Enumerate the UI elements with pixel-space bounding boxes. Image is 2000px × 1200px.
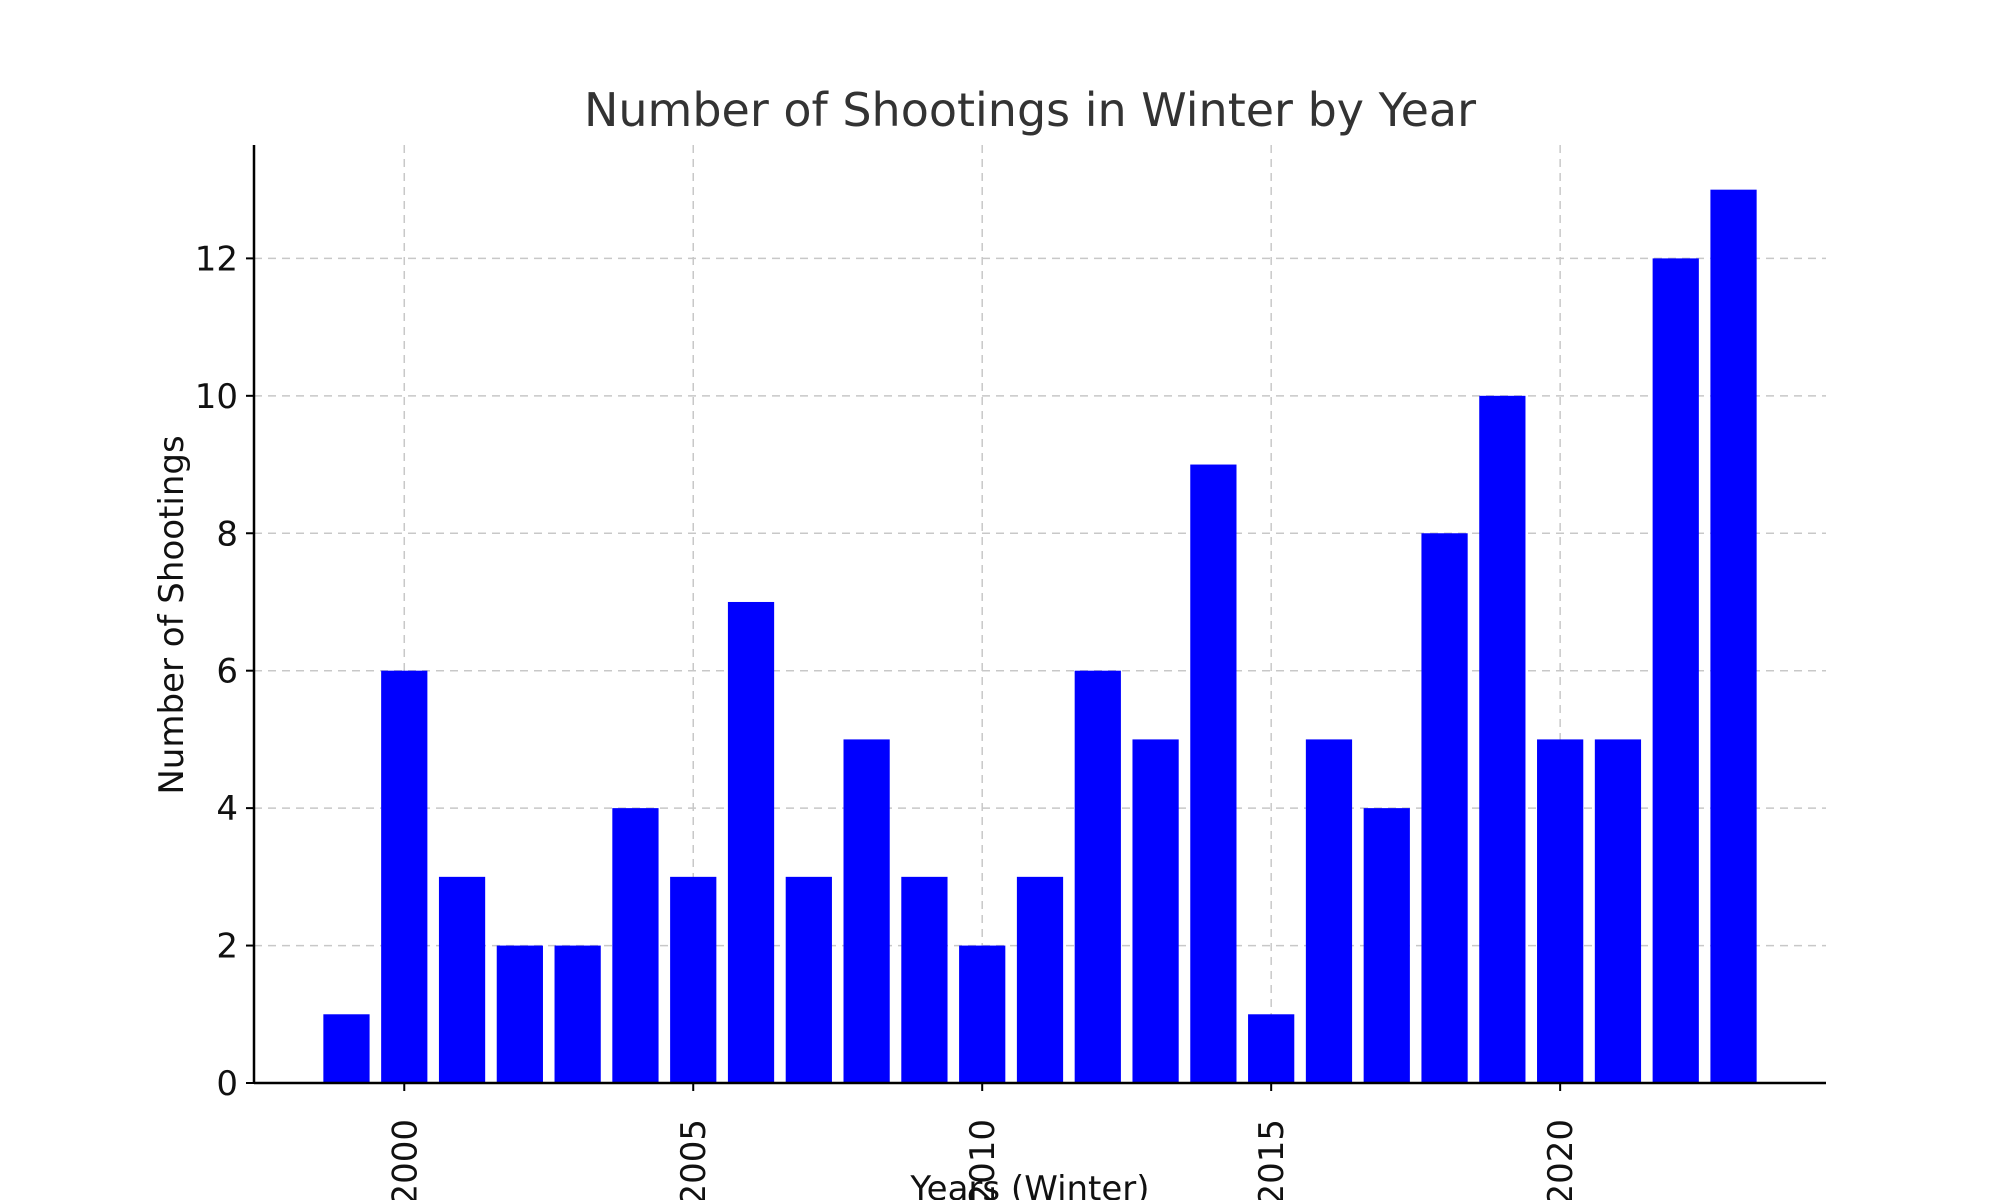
bar-2005 <box>670 876 717 1083</box>
y-tick-label: 10 <box>195 377 238 417</box>
bar-2004 <box>612 808 659 1083</box>
bar-2017 <box>1363 808 1410 1083</box>
x-tick-label: 2000 <box>385 1119 425 1200</box>
x-tick-label: 2005 <box>674 1119 714 1200</box>
bar-2018 <box>1421 533 1468 1083</box>
y-axis-label: Number of Shootings <box>152 435 192 794</box>
bar-2001 <box>438 876 486 1083</box>
bar-1999 <box>323 1014 370 1083</box>
bar-2020 <box>1537 739 1584 1083</box>
y-tick-label: 4 <box>216 789 238 829</box>
bar-2023 <box>1710 189 1757 1083</box>
bar-2000 <box>381 670 428 1083</box>
bar-2007 <box>785 876 832 1083</box>
ticks-layer: 0 2 4 6 8 10 12 2000 2005 2010 2015 2020 <box>195 239 1581 1200</box>
y-tick-label: 8 <box>216 514 238 554</box>
y-tick-label: 2 <box>216 927 238 967</box>
bar-2013 <box>1132 739 1179 1083</box>
bar-2011 <box>1016 876 1064 1083</box>
y-tick-label: 0 <box>216 1064 238 1104</box>
bar-2015 <box>1248 1014 1295 1083</box>
bar-2021 <box>1594 739 1642 1083</box>
x-tick-label: 2015 <box>1252 1119 1292 1200</box>
bar-2006 <box>727 601 775 1083</box>
bar-2019 <box>1479 395 1526 1083</box>
bar-2016 <box>1305 739 1353 1083</box>
bar-2014 <box>1190 464 1237 1083</box>
bar-2012 <box>1074 670 1121 1083</box>
axes-layer <box>252 145 1826 1085</box>
bar-2022 <box>1652 258 1699 1083</box>
x-tick-label: 2020 <box>1541 1119 1581 1200</box>
bar-2002 <box>496 945 543 1083</box>
y-tick-label: 12 <box>195 239 238 279</box>
bars-layer <box>323 189 1757 1083</box>
chart-title: Number of Shootings in Winter by Year <box>584 83 1476 137</box>
bar-2010 <box>959 945 1006 1083</box>
bar-2003 <box>554 945 601 1083</box>
bar-2009 <box>901 876 948 1083</box>
y-tick-label: 6 <box>216 652 238 692</box>
x-axis-label: Years (Winter) <box>909 1169 1149 1200</box>
bar-2008 <box>843 739 890 1083</box>
x-tick-label: 2010 <box>963 1119 1003 1200</box>
